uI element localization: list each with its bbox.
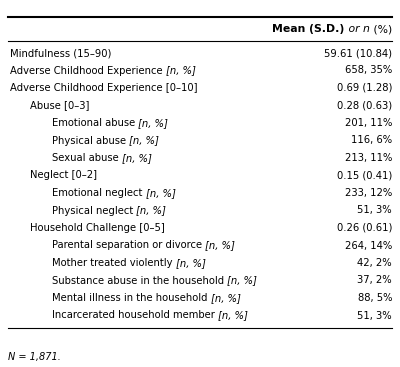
Text: 0.26 (0.61): 0.26 (0.61) xyxy=(337,223,392,233)
Text: [n, %]: [n, %] xyxy=(218,310,248,320)
Text: Abuse [0–3]: Abuse [0–3] xyxy=(30,101,89,110)
Text: [n, %]: [n, %] xyxy=(146,188,175,198)
Text: N = 1,871.: N = 1,871. xyxy=(8,352,61,362)
Text: 0.15 (0.41): 0.15 (0.41) xyxy=(337,171,392,181)
Text: Household Challenge [0–5]: Household Challenge [0–5] xyxy=(30,223,165,233)
Text: 116, 6%: 116, 6% xyxy=(351,135,392,145)
Text: 233, 12%: 233, 12% xyxy=(345,188,392,198)
Text: [n, %]: [n, %] xyxy=(129,135,159,145)
Text: [n, %]: [n, %] xyxy=(138,118,168,128)
Text: Mother treated violently: Mother treated violently xyxy=(52,258,176,268)
Text: 0.28 (0.63): 0.28 (0.63) xyxy=(337,101,392,110)
Text: Parental separation or divorce: Parental separation or divorce xyxy=(52,240,205,251)
Text: [n, %]: [n, %] xyxy=(205,240,235,251)
Text: Physical neglect: Physical neglect xyxy=(52,206,136,215)
Text: 213, 11%: 213, 11% xyxy=(345,153,392,163)
Text: 51, 3%: 51, 3% xyxy=(357,206,392,215)
Text: [n, %]: [n, %] xyxy=(176,258,206,268)
Text: [n, %]: [n, %] xyxy=(122,153,152,163)
Text: n: n xyxy=(363,24,370,34)
Text: Physical abuse: Physical abuse xyxy=(52,135,129,145)
Text: 88, 5%: 88, 5% xyxy=(358,293,392,303)
Text: Emotional abuse: Emotional abuse xyxy=(52,118,138,128)
Text: 658, 35%: 658, 35% xyxy=(345,65,392,76)
Text: 59.61 (10.84): 59.61 (10.84) xyxy=(324,48,392,58)
Text: 37, 2%: 37, 2% xyxy=(357,276,392,286)
Text: Mean (S.D.): Mean (S.D.) xyxy=(272,24,345,34)
Text: Adverse Childhood Experience [0–10]: Adverse Childhood Experience [0–10] xyxy=(10,83,198,93)
Text: Neglect [0–2]: Neglect [0–2] xyxy=(30,171,97,181)
Text: 42, 2%: 42, 2% xyxy=(357,258,392,268)
Text: (%): (%) xyxy=(370,24,392,34)
Text: 201, 11%: 201, 11% xyxy=(345,118,392,128)
Text: Incarcerated household member: Incarcerated household member xyxy=(52,310,218,320)
Text: [n, %]: [n, %] xyxy=(166,65,196,76)
Text: Sexual abuse: Sexual abuse xyxy=(52,153,122,163)
Text: [n, %]: [n, %] xyxy=(227,276,257,286)
Text: Emotional neglect: Emotional neglect xyxy=(52,188,146,198)
Text: Mental illness in the household: Mental illness in the household xyxy=(52,293,211,303)
Text: Mindfulness (15–90): Mindfulness (15–90) xyxy=(10,48,111,58)
Text: or: or xyxy=(345,24,363,34)
Text: [n, %]: [n, %] xyxy=(211,293,240,303)
Text: [n, %]: [n, %] xyxy=(136,206,166,215)
Text: Adverse Childhood Experience: Adverse Childhood Experience xyxy=(10,65,166,76)
Text: 264, 14%: 264, 14% xyxy=(345,240,392,251)
Text: 0.69 (1.28): 0.69 (1.28) xyxy=(337,83,392,93)
Text: 51, 3%: 51, 3% xyxy=(357,310,392,320)
Text: Substance abuse in the household: Substance abuse in the household xyxy=(52,276,227,286)
